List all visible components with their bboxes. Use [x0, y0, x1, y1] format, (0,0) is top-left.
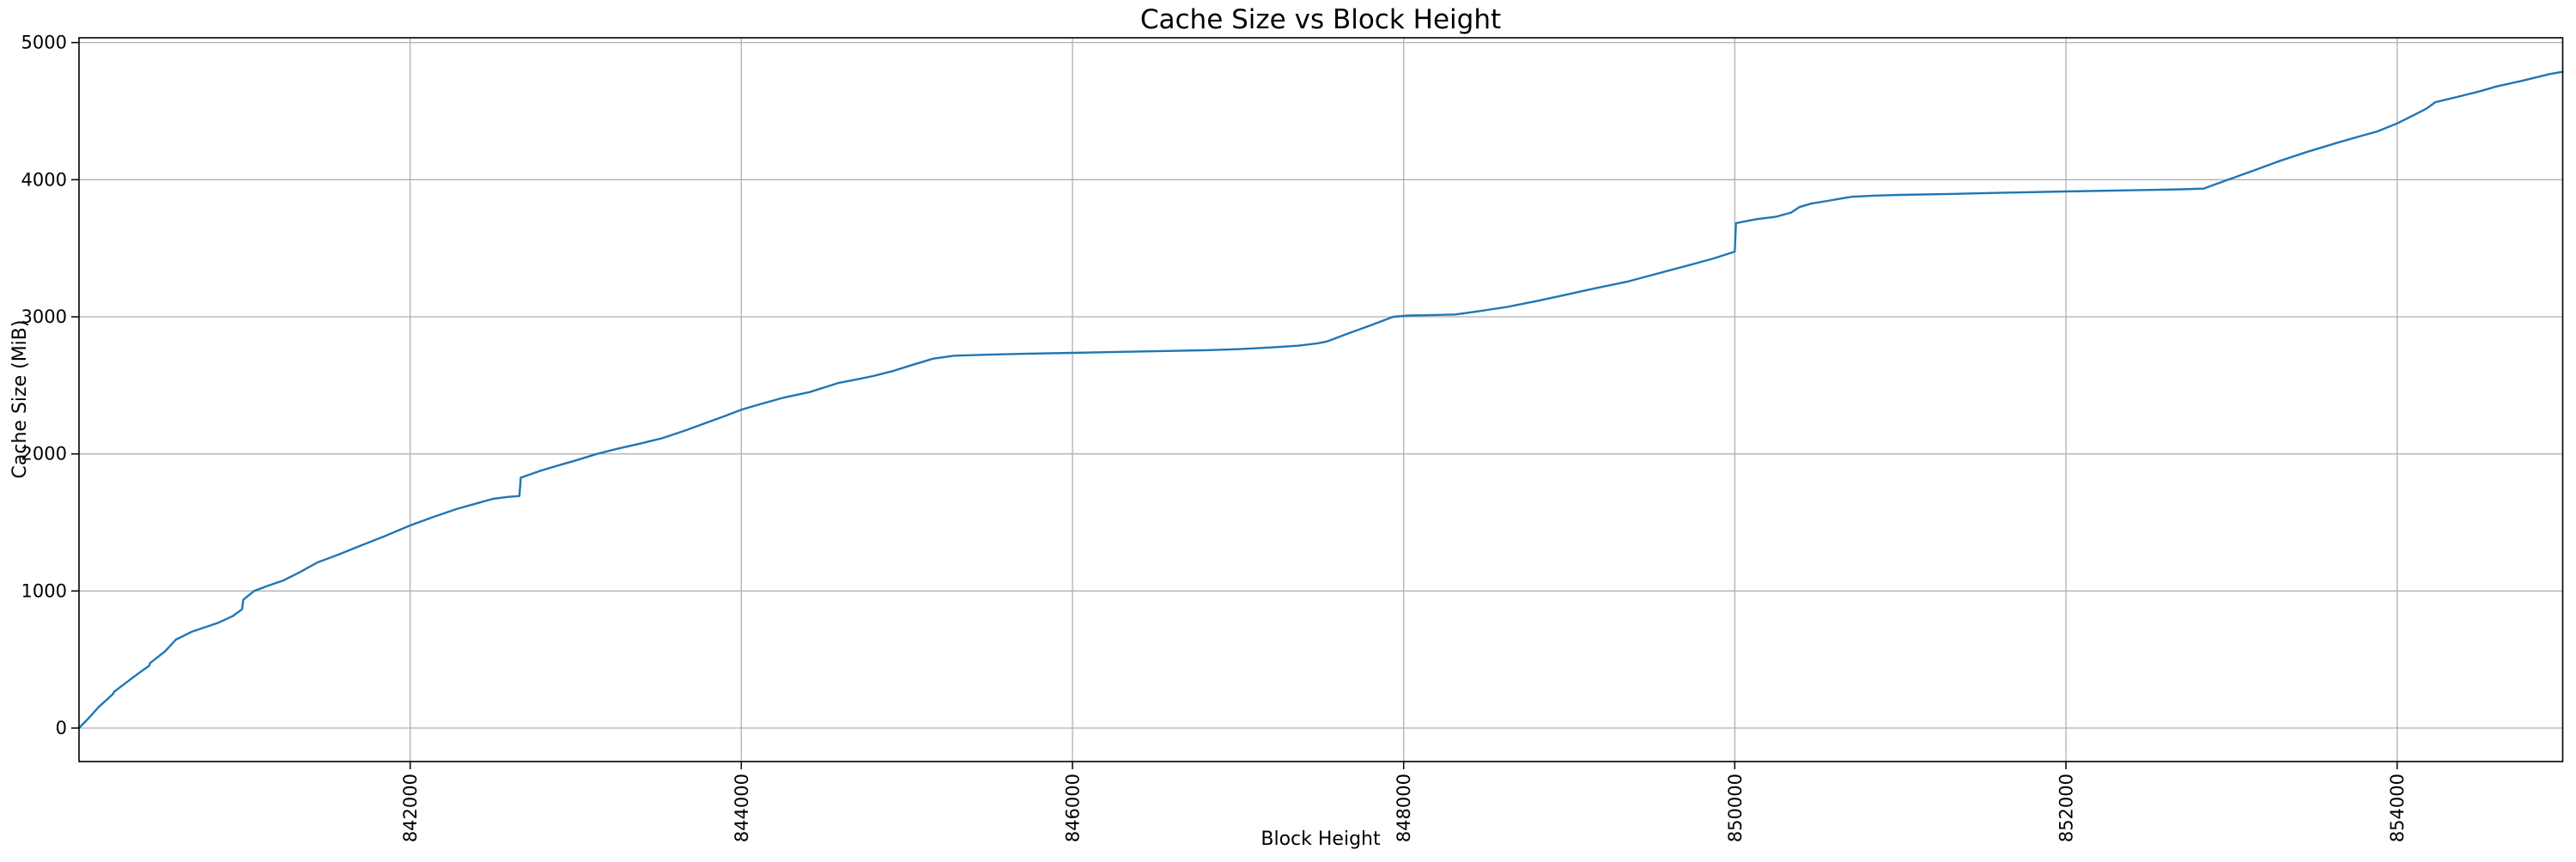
- x-tick-label: 850000: [1725, 774, 1746, 842]
- y-tick-label: 4000: [21, 169, 67, 190]
- plot-area-border: [78, 37, 2564, 762]
- chart-title: Cache Size vs Block Height: [1140, 4, 1501, 35]
- x-tick-label: 848000: [1394, 774, 1414, 842]
- x-axis-label: Block Height: [1261, 829, 1381, 850]
- y-tick-label: 5000: [21, 33, 67, 53]
- y-tick-labels: 0 1000 2000 3000 4000 5000: [21, 33, 67, 738]
- x-tick-label: 842000: [400, 774, 421, 842]
- y-tick-label: 1000: [21, 580, 67, 601]
- x-tick-labels: 842000 844000 846000 848000 850000 852000 8540…: [400, 774, 2408, 842]
- y-axis-label: Cache Size (MiB): [9, 320, 31, 479]
- y-tick-label: 3000: [21, 307, 67, 327]
- gridlines: [79, 38, 2563, 762]
- x-tick-label: 844000: [732, 774, 752, 842]
- tick-marks: [71, 41, 2398, 769]
- y-tick-label: 2000: [21, 444, 67, 464]
- data-series: [77, 70, 2564, 730]
- x-tick-label: 852000: [2057, 774, 2077, 842]
- x-tick-label: 846000: [1063, 774, 1084, 842]
- cache-size-line: [77, 70, 2564, 730]
- x-tick-label: 854000: [2387, 774, 2408, 842]
- y-tick-label: 0: [56, 718, 67, 738]
